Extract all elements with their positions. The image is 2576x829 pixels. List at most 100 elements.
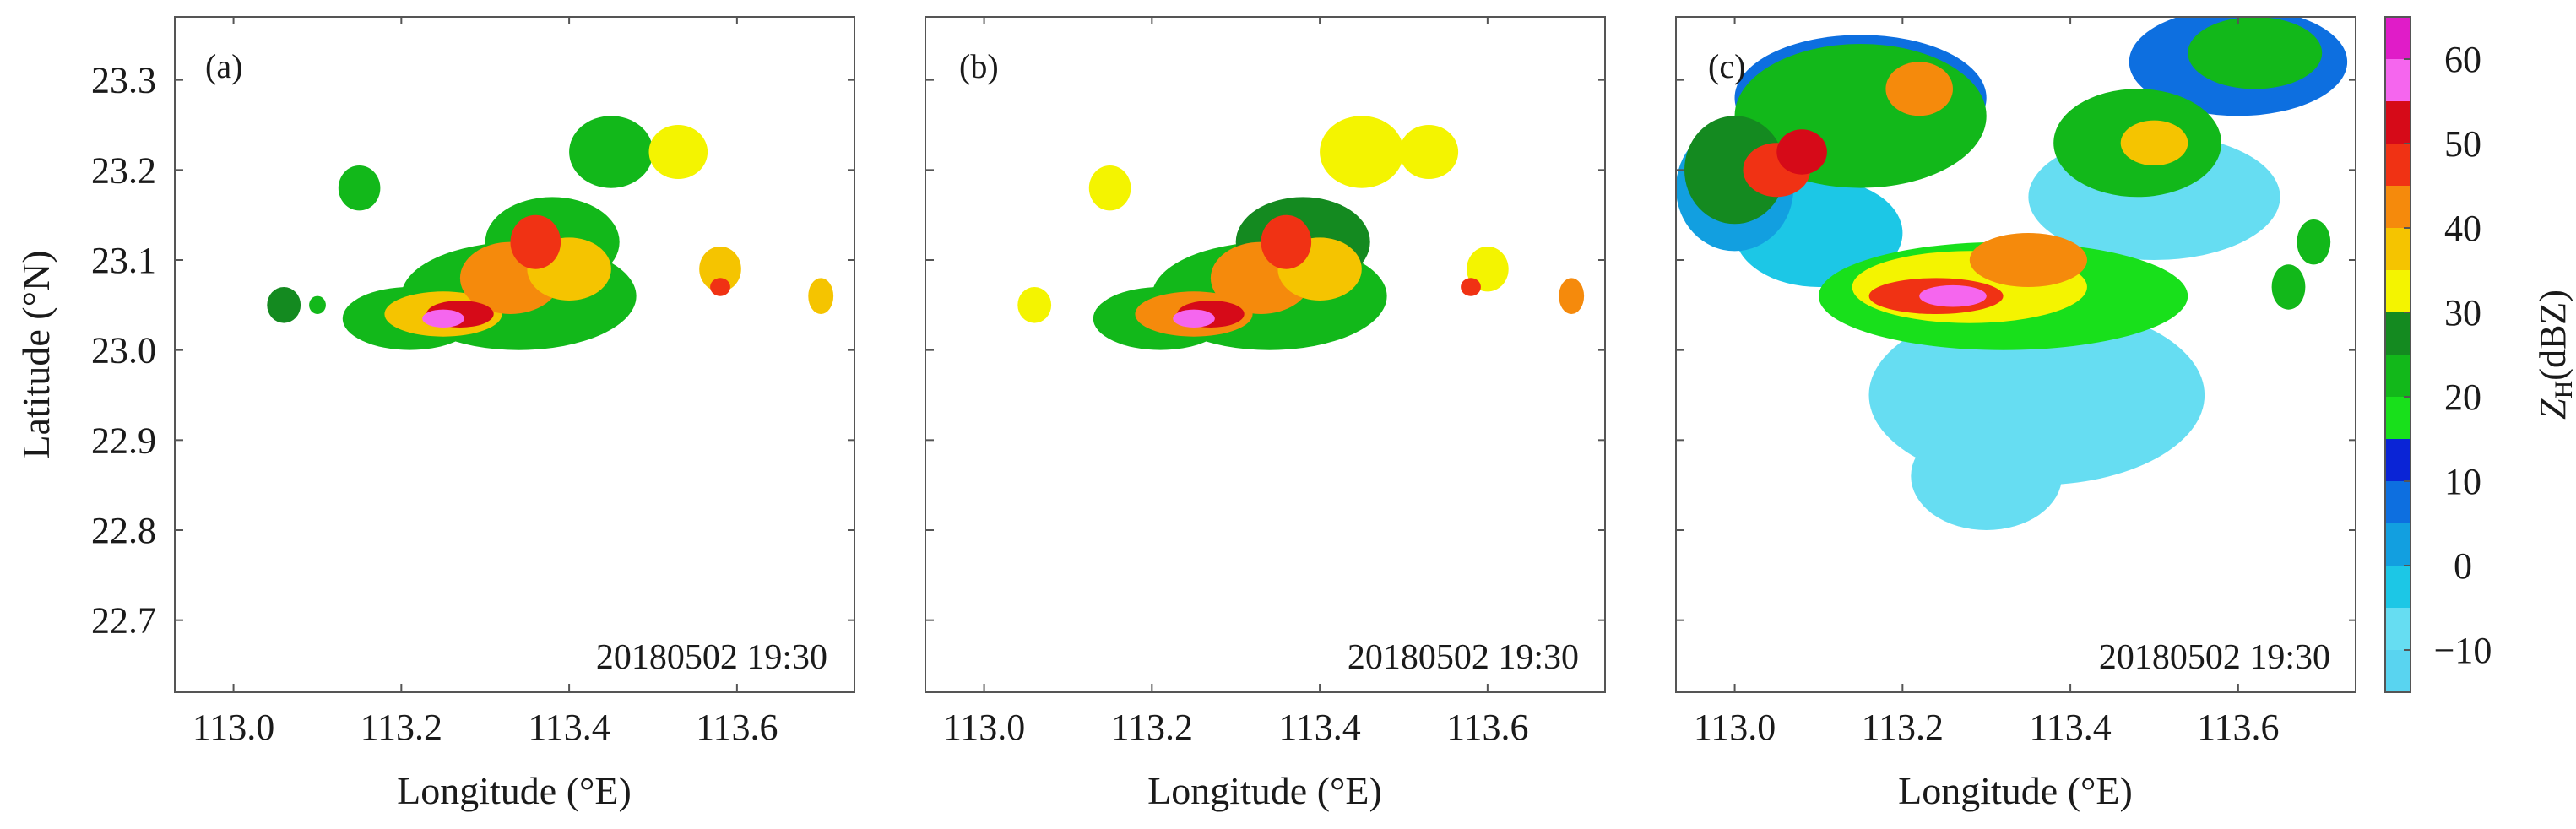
x-tick-label-c-1: 113.2: [1862, 707, 1944, 748]
echo-cell-a-14: [699, 247, 741, 292]
echo-cell-b-0: [1017, 287, 1052, 323]
echo-cell-a-13: [422, 309, 464, 328]
panel-b: 113.0 113.2 113.4 113.6 (b) 20180502 19:30: [925, 16, 1606, 748]
x-tick-label-b-2: 113.4: [1278, 707, 1360, 748]
timestamp-a: 20180502 19:30: [596, 638, 827, 677]
x-tick-label-a-2: 113.4: [528, 707, 610, 748]
colorbar-tick-label-7: 60: [2444, 39, 2481, 80]
colorbar-tick-label-1: 0: [2454, 545, 2472, 587]
panel-c: 113.0 113.2 113.4 113.6 (c) 20180502 19:30: [1675, 16, 2356, 748]
y-tick-label-a-3: 23.0: [91, 330, 156, 371]
colorbar-bin-9: [2385, 270, 2411, 312]
y-tick-label-a-0: 22.7: [91, 600, 156, 642]
colorbar-bin-3: [2385, 523, 2411, 566]
colorbar-bin-4: [2385, 481, 2411, 523]
echo-cell-c-19: [1919, 284, 1987, 307]
colorbar-bin-13: [2385, 101, 2411, 144]
plot-frame-b: [925, 16, 1606, 693]
colorbar-tick-label-0: −10: [2434, 630, 2492, 671]
colorbar-bin-14: [2385, 59, 2411, 101]
axis-ticks-b: 113.0 113.2 113.4 113.6: [925, 17, 1605, 748]
echo-cell-a-11: [510, 214, 561, 269]
plot-frame-a: [174, 16, 855, 693]
echo-cell-c-17: [1969, 233, 2087, 287]
colorbar-bin-5: [2385, 439, 2411, 481]
y-tick-label-a-6: 23.3: [91, 60, 156, 101]
colorbar-bin-6: [2385, 397, 2411, 439]
echo-cell-b-5: [1320, 116, 1404, 188]
echo-cell-a-2: [338, 165, 381, 211]
colorbar-tick-label-6: 50: [2444, 123, 2481, 165]
x-tick-label-c-0: 113.0: [1694, 707, 1776, 748]
colorbar-tick-label-5: 40: [2444, 208, 2481, 249]
colorbar-frame: [2384, 16, 2411, 693]
colorbar-bin-8: [2385, 312, 2411, 355]
x-axis-title-a: Longitude (°E): [397, 769, 632, 812]
echo-cell-a-15: [710, 278, 730, 296]
colorbar-bin-1: [2385, 608, 2411, 650]
echo-cell-c-14: [2120, 120, 2188, 165]
echo-cell-c-1: [1911, 422, 2063, 530]
axis-ticks-c: 113.0 113.2 113.4 113.6: [1676, 17, 2356, 748]
colorbar-tick-label-2: 10: [2444, 461, 2481, 502]
echo-cell-a-16: [808, 278, 834, 315]
echo-cell-b-12: [1173, 309, 1215, 328]
echo-cell-c-21: [2297, 219, 2331, 265]
colorbar-bin-11: [2385, 186, 2411, 228]
colorbar-label: ZH(dBZ): [2532, 290, 2576, 420]
y-tick-label-a-1: 22.8: [91, 510, 156, 551]
y-tick-label-a-2: 22.9: [91, 420, 156, 461]
echo-cell-a-6: [569, 116, 653, 188]
x-tick-label-c-3: 113.6: [2197, 707, 2279, 748]
echo-cell-b-15: [1559, 278, 1585, 315]
echo-cell-b-1: [1088, 165, 1131, 211]
panel-label-a: (a): [205, 47, 242, 85]
panel-a: 113.0 113.2 113.4 113.6 22.7 22.8 22.9 23.0 23.1…: [91, 16, 855, 748]
echo-layer-c: [1676, 17, 2348, 530]
echo-layer-a: [267, 116, 834, 350]
echo-cell-a-1: [309, 295, 326, 314]
echo-cell-c-20: [2271, 264, 2306, 310]
colorbar-tick-label-4: 30: [2444, 292, 2481, 333]
timestamp-b: 20180502 19:30: [1348, 638, 1579, 677]
colorbar-tick-label-3: 20: [2444, 377, 2481, 418]
colorbar-bin-2: [2385, 566, 2411, 608]
x-axis-title-c: Longitude (°E): [1898, 769, 2133, 812]
echo-cell-c-9: [1776, 129, 1827, 175]
echo-cell-c-12: [2188, 17, 2323, 89]
y-tick-label-a-5: 23.2: [91, 149, 156, 191]
timestamp-c: 20180502 19:30: [2099, 638, 2330, 677]
x-tick-label-b-0: 113.0: [943, 707, 1025, 748]
colorbar-label-unit: (dBZ): [2532, 290, 2573, 381]
echo-cell-a-0: [267, 287, 301, 323]
colorbar-ticks: −10 0 10 20 30 40 50 60: [2404, 39, 2492, 671]
panel-label-b: (b): [959, 47, 999, 85]
colorbar: −10 0 10 20 30 40 50 60 ZH(dBZ): [2384, 16, 2576, 693]
colorbar-bin-10: [2385, 228, 2411, 270]
x-tick-label-b-3: 113.6: [1446, 707, 1528, 748]
colorbar-bins: [2385, 17, 2411, 692]
x-tick-label-c-2: 113.4: [2029, 707, 2111, 748]
colorbar-bin-7: [2385, 355, 2411, 397]
colorbar-bin-12: [2385, 144, 2411, 186]
colorbar-label-sub: H: [2550, 381, 2576, 399]
y-tick-label-a-4: 23.1: [91, 240, 156, 281]
y-axis-title: Latitude (°N): [14, 250, 57, 458]
echo-cell-b-10: [1261, 214, 1312, 269]
echo-cell-c-7: [1684, 116, 1786, 225]
plot-frame-c: [1675, 16, 2356, 693]
echo-cell-b-14: [1461, 278, 1481, 296]
echo-cell-c-10: [1885, 62, 1953, 116]
x-tick-label-a-0: 113.0: [193, 707, 274, 748]
echo-cell-a-7: [648, 125, 708, 179]
echo-layer-b: [1017, 116, 1585, 350]
x-axis-title-b: Longitude (°E): [1147, 769, 1382, 812]
x-tick-label-a-3: 113.6: [696, 707, 778, 748]
panel-label-c: (c): [1708, 47, 1745, 85]
axis-ticks-a: 113.0 113.2 113.4 113.6 22.7 22.8 22.9 23.0 23.1…: [91, 17, 854, 748]
colorbar-label-main: Z: [2532, 398, 2573, 420]
colorbar-bin-15: [2385, 17, 2411, 59]
x-tick-label-b-1: 113.2: [1111, 707, 1193, 748]
colorbar-bin-0: [2385, 650, 2411, 692]
